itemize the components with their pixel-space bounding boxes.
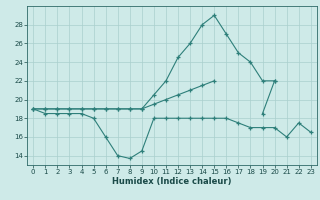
X-axis label: Humidex (Indice chaleur): Humidex (Indice chaleur) xyxy=(112,177,232,186)
